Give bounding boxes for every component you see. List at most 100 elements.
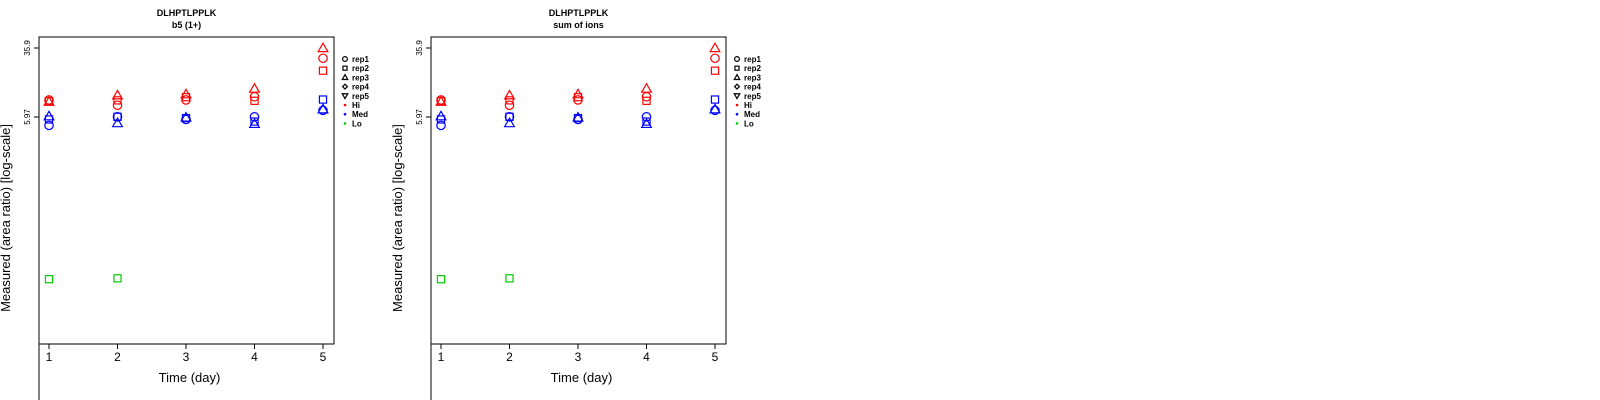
- data-point-med-triangle: [640, 117, 653, 129]
- data-point-med-triangle: [709, 103, 721, 114]
- data-point-hi-square: [505, 96, 514, 105]
- legend-label: rep3: [744, 73, 761, 82]
- data-point-hi-circle: [710, 53, 720, 64]
- data-point-hi-triangle: [248, 82, 261, 93]
- y-axis-label: Measured (area ratio) [log-scale]: [0, 124, 13, 312]
- x-tick-label: 5: [320, 350, 327, 364]
- data-point-med-circle: [710, 105, 720, 116]
- legend-dot-med: [343, 112, 347, 116]
- x-tick-label: 4: [251, 350, 258, 364]
- data-point-hi-circle: [504, 100, 515, 111]
- x-axis-label: Time (day): [551, 370, 613, 385]
- data-point-hi-circle: [181, 95, 191, 105]
- data-point-hi-triangle: [43, 95, 55, 106]
- data-point-hi-triangle: [435, 95, 447, 106]
- legend-dot-lo: [735, 122, 739, 125]
- data-point-hi-square: [573, 92, 583, 102]
- x-tick-label: 3: [183, 350, 190, 364]
- data-point-med-triangle: [43, 110, 55, 121]
- chart-panel-2: DLHPTLPPLK sum of ions 5.97 35.9 Measured (a…: [390, 8, 761, 400]
- legend-marker-triangle-down: [341, 93, 349, 100]
- data-point-med-circle: [181, 114, 191, 125]
- chart-title: DLHPTLPPLK: [157, 8, 217, 18]
- data-point-med-circle: [573, 114, 583, 125]
- chart-title: DLHPTLPPLK: [549, 8, 609, 18]
- x-tick-label: 2: [114, 350, 121, 364]
- data-point-med-circle: [504, 112, 515, 122]
- legend-marker-square: [734, 65, 740, 71]
- data-point-med-circle: [436, 120, 446, 131]
- data-point-med-triangle: [317, 103, 329, 114]
- legend-label: rep3: [352, 73, 369, 82]
- legend-label: Lo: [352, 119, 362, 128]
- data-point-med-square: [710, 95, 720, 104]
- legend-marker-diamond: [733, 83, 741, 90]
- data-point-med-square: [113, 112, 122, 121]
- data-point-med-triangle: [572, 111, 584, 122]
- legend-label: rep5: [744, 92, 761, 101]
- data-point-med-triangle: [435, 110, 447, 121]
- legend-label: Hi: [352, 101, 360, 110]
- x-tick-label: 2: [506, 350, 513, 364]
- data-point-med-circle: [641, 112, 652, 122]
- legend-label: rep1: [352, 55, 369, 64]
- legend-label: Hi: [744, 101, 752, 110]
- data-point-hi-triangle: [572, 88, 584, 99]
- legend-label: rep5: [352, 92, 369, 101]
- y-axis-label: Measured (area ratio) [log-scale]: [390, 124, 405, 312]
- x-axis-label: Time (day): [159, 370, 221, 385]
- legend-marker-triangle: [341, 73, 349, 81]
- legend-dot-lo: [343, 122, 347, 125]
- data-point-hi-triangle: [317, 41, 329, 53]
- data-point-hi-circle: [112, 100, 123, 111]
- legend-marker-diamond: [341, 83, 349, 90]
- x-tick-label: 1: [438, 350, 445, 364]
- data-point-med-triangle: [503, 117, 516, 128]
- legend-marker-triangle: [733, 73, 741, 81]
- y-tick-label: 5.97: [23, 109, 32, 125]
- legend-label: Med: [352, 110, 368, 119]
- legend-label: Med: [744, 110, 760, 119]
- legend-label: rep4: [352, 83, 369, 92]
- legend-marker-circle: [733, 55, 740, 62]
- chart-subtitle: b5 (1+): [172, 20, 201, 30]
- chart-panel-1: DLHPTLPPLK b5 (1+) 5.97 35.9 Measured (area …: [0, 8, 369, 400]
- legend-label: rep2: [744, 64, 761, 73]
- data-point-med-triangle: [180, 111, 192, 122]
- legend-dot-hi: [735, 103, 739, 107]
- data-points: [43, 41, 329, 284]
- y-tick-label: 35.9: [415, 40, 424, 56]
- legend-marker-circle: [342, 55, 349, 62]
- legend-marker-triangle-down: [733, 93, 741, 100]
- data-point-hi-triangle: [111, 89, 124, 100]
- x-tick-label: 4: [643, 350, 650, 364]
- data-point-hi-circle: [573, 95, 583, 105]
- legend-dot-hi: [343, 103, 347, 107]
- chart-subtitle: sum of ions: [553, 20, 604, 30]
- data-point-med-triangle: [248, 117, 261, 129]
- data-points: [435, 41, 721, 284]
- data-point-lo-square: [44, 275, 54, 284]
- y-tick-label: 35.9: [23, 40, 32, 56]
- data-point-hi-triangle: [180, 88, 192, 99]
- y-tick-label: 5.97: [415, 109, 424, 125]
- data-point-med-circle: [44, 120, 54, 131]
- x-tick-label: 1: [46, 350, 53, 364]
- legend-marker-square: [342, 65, 348, 71]
- data-point-hi-triangle: [503, 89, 516, 100]
- data-point-med-circle: [318, 105, 328, 116]
- data-point-med-square: [505, 112, 514, 121]
- data-point-med-triangle: [111, 117, 124, 128]
- legend-label: Lo: [744, 119, 754, 128]
- x-tick-label: 3: [575, 350, 582, 364]
- data-point-med-circle: [249, 112, 260, 122]
- data-point-hi-square: [113, 96, 122, 105]
- plot-frame: [38, 36, 335, 345]
- data-point-med-square: [318, 95, 328, 104]
- data-point-lo-square: [113, 274, 122, 283]
- data-point-hi-square: [250, 96, 259, 105]
- data-point-hi-triangle: [640, 82, 653, 93]
